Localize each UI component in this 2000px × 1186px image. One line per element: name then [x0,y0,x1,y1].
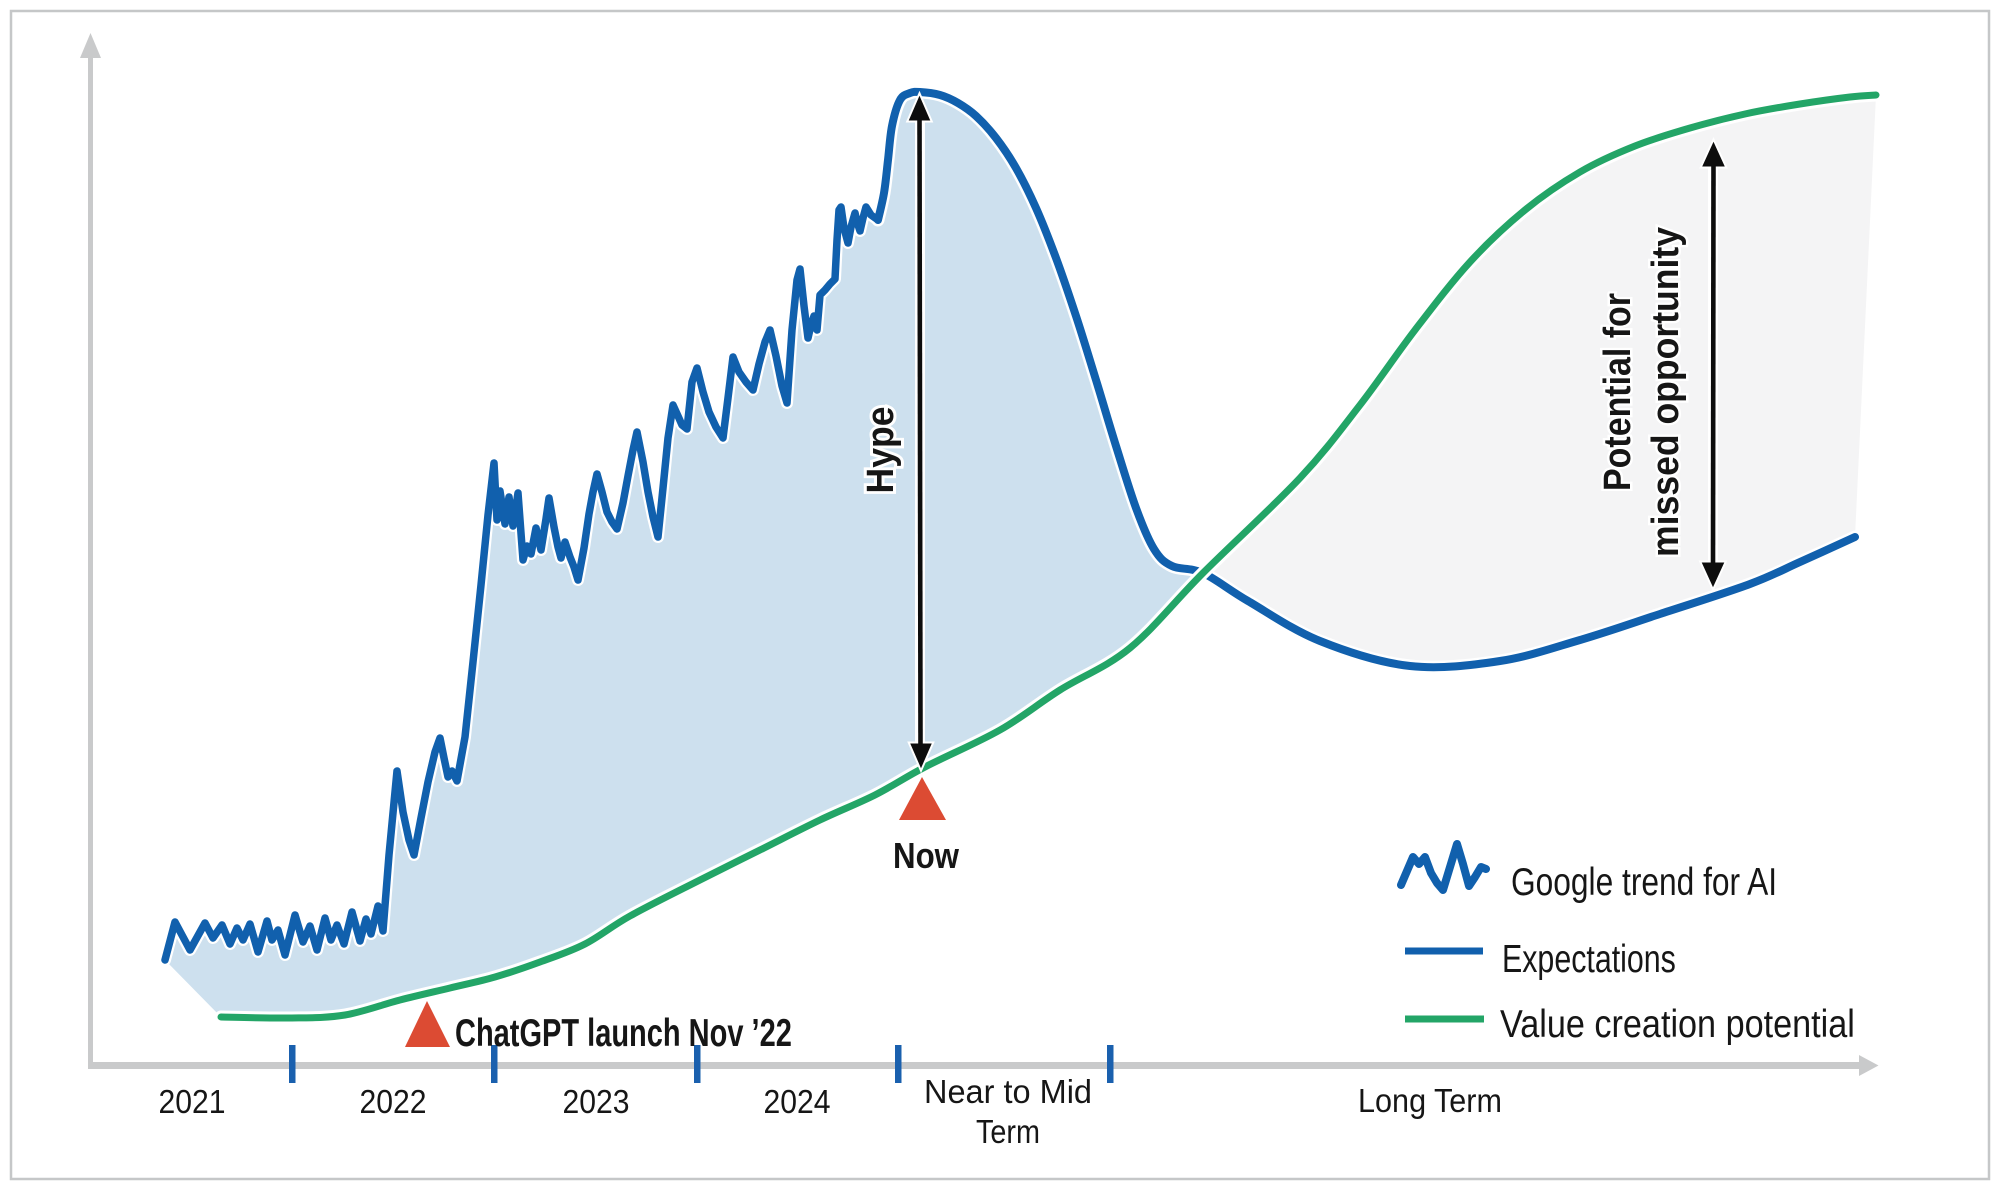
svg-text:ChatGPT launch Nov ’22: ChatGPT launch Nov ’22 [455,1012,792,1055]
svg-text:Now: Now [893,836,960,877]
svg-text:Expectations: Expectations [1502,937,1676,981]
svg-text:2023: 2023 [563,1083,630,1121]
svg-text:Google trend for AI: Google trend for AI [1511,860,1777,904]
svg-text:Hype: Hype [859,407,901,494]
svg-text:Term: Term [976,1113,1040,1150]
svg-text:2022: 2022 [360,1083,427,1121]
svg-text:2024: 2024 [764,1083,831,1121]
svg-text:missed opportunity: missed opportunity [1644,227,1686,557]
svg-text:Long Term: Long Term [1358,1082,1502,1119]
svg-text:Near to Mid: Near to Mid [924,1073,1092,1110]
svg-text:Potential for: Potential for [1595,293,1638,491]
svg-text:2021: 2021 [159,1083,226,1121]
svg-text:Value creation potential: Value creation potential [1500,1002,1855,1046]
